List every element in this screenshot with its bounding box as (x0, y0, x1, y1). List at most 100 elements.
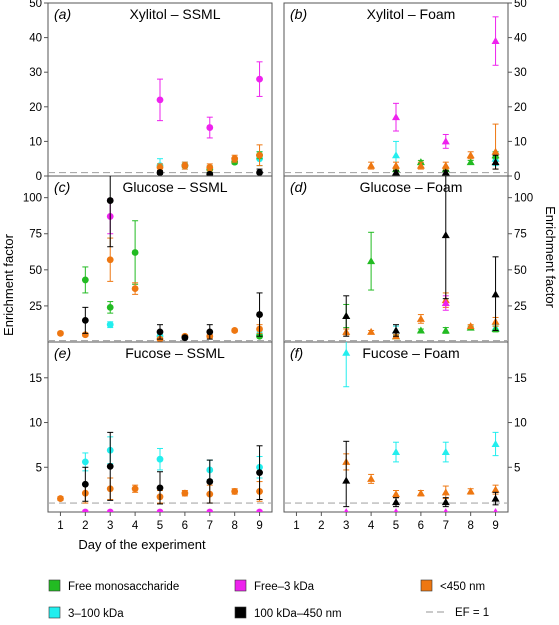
legend-swatch-free_mono (48, 579, 61, 592)
y-tick-label: 0 (514, 171, 520, 183)
data-point (81, 276, 89, 284)
data-point (416, 314, 425, 322)
data-point (466, 487, 475, 495)
panel-frame (47, 175, 273, 343)
panel-label: (c) (54, 179, 70, 195)
panel-frame (283, 175, 509, 343)
data-point (106, 462, 114, 470)
data-point (256, 169, 263, 176)
data-point (367, 161, 376, 169)
data-point (156, 328, 164, 336)
data-point (131, 285, 139, 292)
panel-data (367, 16, 500, 176)
data-point (392, 326, 400, 334)
y-tick-label: 100 (514, 193, 533, 205)
y-tick-label: 40 (29, 33, 42, 45)
data-point (181, 162, 189, 170)
x-tick-label: 8 (467, 520, 473, 532)
data-point (416, 489, 425, 497)
data-point (156, 455, 164, 463)
data-point (416, 161, 425, 169)
data-point (342, 312, 351, 320)
panel-d: 25 50 75 100 (d) Glucose – Foam (283, 175, 533, 343)
x-tick-label: 4 (132, 520, 139, 532)
data-point (491, 440, 500, 447)
data-point (367, 257, 376, 265)
data-point (256, 75, 263, 83)
x-tick-label: 2 (318, 520, 324, 532)
data-point (256, 311, 263, 318)
data-point (206, 170, 214, 176)
x-tick-label: 3 (107, 520, 113, 532)
data-point (443, 508, 449, 512)
data-point (106, 321, 114, 329)
panel-label: (e) (54, 345, 71, 361)
data-point (392, 498, 400, 506)
legend-swatch-lt450 (420, 579, 433, 592)
panel-data (342, 176, 500, 340)
data-point (466, 322, 475, 330)
y-tick-label: 10 (514, 136, 527, 148)
data-point (343, 508, 349, 512)
y-tick-label: 50 (514, 0, 527, 10)
panel-label: (a) (54, 6, 71, 22)
panel-title: Fucose – Foam (362, 345, 459, 361)
data-point (491, 147, 500, 155)
legend-label-free_mono: Free monosaccharide (68, 581, 179, 593)
data-point (57, 495, 64, 502)
y-tick-label: 25 (29, 301, 42, 313)
data-point (416, 326, 425, 334)
y-tick-label: 20 (29, 102, 42, 114)
x-tick-label: 8 (231, 520, 237, 532)
data-point (392, 448, 400, 456)
panel-c: 25 50 75 100 (c) Glucose – SSML (23, 175, 273, 343)
data-point (256, 469, 263, 477)
data-point (156, 169, 164, 176)
x-tick-label: 7 (207, 520, 213, 532)
data-point (493, 508, 498, 512)
data-point (466, 158, 475, 166)
y-tick-label: 25 (514, 301, 527, 313)
y-tick-label: 5 (36, 462, 42, 474)
data-point (393, 508, 399, 512)
panel-label: (f) (290, 345, 303, 361)
y-tick-label: 30 (514, 67, 527, 79)
y-tick-label: 30 (29, 67, 42, 79)
data-point (342, 348, 351, 356)
data-point (206, 478, 214, 485)
data-point (392, 161, 400, 169)
data-point (81, 316, 89, 324)
panel-data (57, 431, 263, 512)
data-point (131, 249, 139, 256)
data-point (491, 485, 500, 493)
panel-e: 5 10 15 1 2 3 4 5 6 7 8 9 (e) Fucose – SSML (29, 341, 273, 532)
data-point (441, 231, 450, 239)
y-tick-label: 40 (514, 33, 527, 45)
panel-label: (b) (290, 6, 307, 22)
y-tick-label: 10 (29, 418, 42, 430)
data-point (181, 489, 189, 497)
panel-f: 5 10 15 1 2 3 4 5 6 7 8 9 (f) Fucose – Foam (283, 341, 527, 532)
legend-swatch-k3_100 (48, 606, 61, 619)
data-point (491, 158, 500, 166)
x-tick-label: 5 (393, 520, 399, 532)
data-point (57, 329, 64, 337)
data-point (441, 498, 450, 506)
data-point (106, 197, 114, 204)
data-point (106, 303, 114, 311)
data-point (106, 256, 114, 264)
data-point (441, 326, 450, 334)
legend-swatch-k100_450 (234, 606, 247, 619)
x-tick-label: 1 (293, 520, 299, 532)
x-axis-label: Day of the experiment (78, 537, 206, 552)
panel-b: 0 10 20 30 40 50 (b) Xylitol – Foam (283, 0, 527, 183)
data-point (342, 476, 351, 484)
y-tick-label: 0 (36, 171, 42, 183)
data-point (392, 151, 400, 159)
x-tick-label: 7 (443, 520, 449, 532)
x-tick-label: 4 (368, 520, 375, 532)
data-point (231, 155, 239, 163)
data-point (256, 151, 263, 159)
data-point (441, 161, 450, 169)
